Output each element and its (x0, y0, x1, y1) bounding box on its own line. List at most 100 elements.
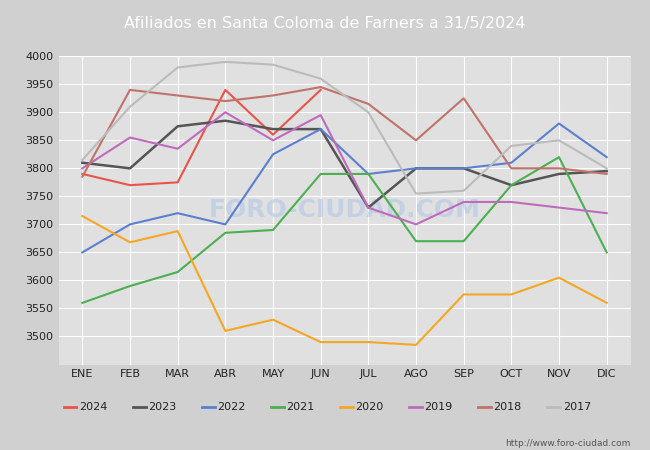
Text: FORO-CIUDAD.COM: FORO-CIUDAD.COM (209, 198, 480, 222)
2022 (79, 250, 86, 255)
2019 (317, 112, 324, 118)
2023 (174, 124, 181, 129)
2019 (126, 135, 134, 140)
2023 (317, 126, 324, 132)
2020 (555, 275, 563, 280)
2017 (317, 76, 324, 81)
2018 (412, 138, 420, 143)
2022 (222, 222, 229, 227)
2019 (79, 166, 86, 171)
2021 (79, 300, 86, 306)
2019 (269, 138, 277, 143)
2018 (174, 93, 181, 98)
2023 (603, 168, 610, 174)
2024 (174, 180, 181, 185)
2019 (555, 205, 563, 210)
2017 (603, 166, 610, 171)
2022 (174, 211, 181, 216)
Text: 2023: 2023 (148, 402, 177, 412)
2023 (555, 171, 563, 177)
Text: 2021: 2021 (287, 402, 315, 412)
2020 (126, 239, 134, 245)
2023 (412, 166, 420, 171)
Text: http://www.foro-ciudad.com: http://www.foro-ciudad.com (505, 439, 630, 448)
2020 (603, 300, 610, 306)
2023 (365, 205, 372, 210)
Line: 2023: 2023 (83, 121, 606, 207)
2018 (126, 87, 134, 93)
2021 (412, 238, 420, 244)
2019 (222, 110, 229, 115)
2020 (508, 292, 515, 297)
2022 (460, 166, 467, 171)
2019 (412, 222, 420, 227)
2017 (222, 59, 229, 64)
Line: 2024: 2024 (83, 90, 320, 185)
Text: 2024: 2024 (79, 402, 108, 412)
2017 (126, 104, 134, 109)
2017 (555, 138, 563, 143)
2023 (460, 166, 467, 171)
2017 (365, 110, 372, 115)
2020 (222, 328, 229, 333)
2018 (603, 171, 610, 177)
2019 (365, 205, 372, 210)
2022 (603, 154, 610, 160)
2021 (269, 227, 277, 233)
2024 (79, 171, 86, 177)
2020 (365, 339, 372, 345)
2024 (126, 182, 134, 188)
2022 (317, 126, 324, 132)
2020 (460, 292, 467, 297)
Text: Afiliados en Santa Coloma de Farners a 31/5/2024: Afiliados en Santa Coloma de Farners a 3… (124, 16, 526, 31)
2022 (508, 160, 515, 166)
2019 (174, 146, 181, 152)
2021 (317, 171, 324, 177)
2018 (317, 85, 324, 90)
Line: 2021: 2021 (83, 157, 606, 303)
2023 (508, 182, 515, 188)
Line: 2019: 2019 (83, 112, 606, 225)
2017 (79, 157, 86, 162)
2021 (126, 284, 134, 289)
2017 (269, 62, 277, 68)
2017 (460, 188, 467, 194)
2024 (269, 132, 277, 137)
2022 (365, 171, 372, 177)
2021 (508, 182, 515, 188)
Line: 2018: 2018 (83, 87, 606, 177)
2021 (174, 270, 181, 275)
2024 (222, 87, 229, 93)
2023 (269, 126, 277, 132)
2023 (222, 118, 229, 123)
2021 (365, 171, 372, 177)
Text: 2022: 2022 (217, 402, 246, 412)
2019 (603, 211, 610, 216)
2020 (269, 317, 277, 322)
Line: 2022: 2022 (83, 123, 606, 252)
2018 (508, 166, 515, 171)
2018 (555, 166, 563, 171)
2019 (460, 199, 467, 205)
Text: 2018: 2018 (493, 402, 522, 412)
2017 (508, 143, 515, 148)
Line: 2020: 2020 (83, 216, 606, 345)
2017 (412, 191, 420, 196)
2018 (222, 99, 229, 104)
2022 (269, 152, 277, 157)
2018 (269, 93, 277, 98)
2021 (555, 154, 563, 160)
2021 (222, 230, 229, 235)
2021 (460, 238, 467, 244)
Text: 2017: 2017 (563, 402, 591, 412)
2020 (412, 342, 420, 347)
2024 (317, 87, 324, 93)
Line: 2017: 2017 (83, 62, 606, 194)
2020 (174, 229, 181, 234)
2019 (508, 199, 515, 205)
2021 (603, 250, 610, 255)
2018 (79, 174, 86, 180)
2022 (412, 166, 420, 171)
Text: 2020: 2020 (356, 402, 383, 412)
2018 (365, 101, 372, 107)
